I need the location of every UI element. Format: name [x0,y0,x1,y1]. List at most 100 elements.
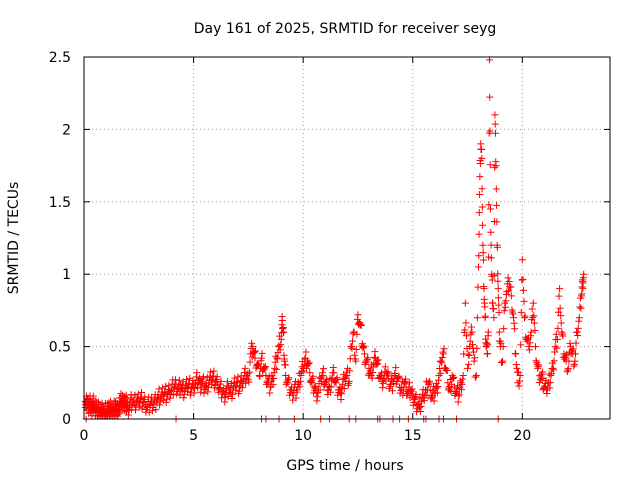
data-point [507,292,515,300]
data-point [513,364,521,372]
data-point [455,392,463,400]
data-point [213,373,221,381]
data-point [327,383,335,391]
data-point [266,389,274,397]
data-point [450,373,458,381]
data-point [381,363,389,371]
data-point [550,357,558,365]
data-point [246,358,254,366]
data-point [304,360,312,368]
data-point [249,343,257,351]
data-point [458,380,466,388]
data-point [277,341,285,349]
data-point [162,398,170,406]
data-point [329,364,337,372]
data-point [511,325,519,333]
data-point [258,354,266,362]
data-point [486,161,494,169]
data-point [190,389,198,397]
data-point [481,312,489,320]
data-point [499,357,507,365]
data-point [234,373,242,381]
data-point [346,367,354,375]
data-point [340,385,348,393]
data-point [321,380,329,388]
data-point [446,386,454,394]
data-point [461,299,469,307]
data-point [368,374,376,382]
data-point [305,359,313,367]
data-point [578,283,586,291]
data-point [525,346,533,354]
data-point [479,221,487,229]
data-point [495,309,503,317]
data-point [530,312,538,320]
axis-ticks: 0 5 10 15 20 0 0.5 1 1.5 2 2.5 [49,50,610,444]
data-point [577,304,585,312]
data-point [332,379,340,387]
data-point [570,360,578,368]
data-point [210,367,218,375]
data-point [559,332,567,340]
data-point [468,341,476,349]
data-point [284,379,292,387]
data-point [382,369,390,377]
data-point [502,290,510,298]
data-point [405,379,413,387]
data-point [408,385,416,393]
data-point [478,146,486,154]
data-point [564,366,572,374]
data-point [209,372,217,380]
data-point [565,357,573,365]
data-point [296,377,304,385]
x-tick-label: 5 [189,428,198,444]
data-point [491,129,499,137]
data-point [471,354,479,362]
data-point [271,364,279,372]
data-point [438,359,446,367]
data-point [487,254,495,262]
data-point [251,354,259,362]
data-point [231,374,239,382]
data-point [371,348,379,356]
data-point [327,388,335,396]
data-point [454,398,462,406]
data-point [296,383,304,391]
data-point [485,201,493,209]
data-point [228,394,236,402]
x-tick-label: 10 [294,428,312,444]
data-point [551,348,559,356]
data-point [156,398,164,406]
data-point [244,370,252,378]
data-point [105,399,113,407]
data-point [342,373,350,381]
data-point [543,389,551,397]
data-point [207,368,215,376]
data-point [306,369,314,377]
data-point [261,364,269,372]
data-point [473,344,481,352]
data-point [478,185,486,193]
data-point [495,301,503,309]
data-point [132,406,140,414]
data-point [443,366,451,374]
data-point [353,330,361,338]
data-point [276,346,284,354]
data-point [322,377,330,385]
data-point [514,368,522,376]
data-point [551,343,559,351]
data-point [208,376,216,384]
data-point [384,368,392,376]
data-point [574,324,582,332]
data-point [464,350,472,358]
data-point [557,312,565,320]
data-point [415,403,423,411]
data-point [359,343,367,351]
data-point [521,314,529,322]
data-point [316,386,324,394]
data-point [169,391,177,399]
x-tick-label: 20 [513,428,531,444]
data-point [351,351,359,359]
data-point [534,364,542,372]
